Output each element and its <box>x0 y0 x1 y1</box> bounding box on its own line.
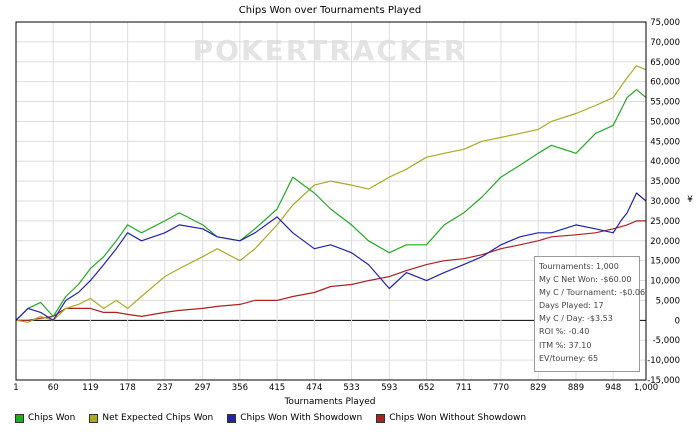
series-line-chips-won-with-showdown <box>15 192 647 321</box>
series-line-chips-won-without-showdown <box>16 220 646 321</box>
x-tick-label: 178 <box>120 383 136 393</box>
legend-label: Chips Won <box>28 413 76 423</box>
y-tick-label: 20,000 <box>650 237 680 247</box>
stat-days-played: Days Played: 17 <box>539 301 604 311</box>
series-line-chips-won <box>15 88 647 321</box>
x-tick-label: 770 <box>493 383 509 393</box>
y-tick-label: 0 <box>675 316 680 326</box>
chart-title: Chips Won over Tournaments Played <box>239 5 421 16</box>
y-tick-label: 10,000 <box>650 277 680 287</box>
legend-swatch <box>15 413 24 423</box>
x-tick-label: 1,000 <box>634 383 658 393</box>
x-tick-label: 889 <box>568 383 584 393</box>
x-tick-label: 652 <box>418 383 434 393</box>
y-tick-label: 50,000 <box>650 117 680 127</box>
y-tick-label: 5,000 <box>656 296 680 306</box>
x-tick-label: 533 <box>343 383 359 393</box>
x-tick-label: 356 <box>232 383 248 393</box>
x-tick-label: 415 <box>269 383 285 393</box>
x-tick-label: 593 <box>381 383 397 393</box>
y-tick-label: -5,000 <box>653 336 680 346</box>
stats-box: Tournaments: 1,000 My C Net Won: -$60.00… <box>534 256 646 372</box>
x-axis-label: Tournaments Played <box>283 397 375 407</box>
x-tick-label: 711 <box>456 383 472 393</box>
y-tick-label: 45,000 <box>650 137 680 147</box>
y-tick-label: 60,000 <box>650 78 680 88</box>
x-tick-label: 60 <box>48 383 59 393</box>
stat-tournaments: Tournaments: 1,000 <box>539 262 619 271</box>
x-tick-label: 1 <box>13 383 18 393</box>
x-tick-label: 237 <box>157 383 173 393</box>
y-tick-label: 65,000 <box>650 58 680 68</box>
chips-won-chart: Chips Won over Tournaments Played POKERT… <box>13 5 693 407</box>
y-tick-label: -10,000 <box>647 356 680 366</box>
stat-itm: ITM %: 37.10 <box>539 340 592 350</box>
y-axis-unit-symbol: ¥ <box>687 195 693 205</box>
y-tick-label: 40,000 <box>650 157 680 167</box>
x-tick-label: 948 <box>605 383 621 393</box>
legend-item-with-showdown: Chips Won With Showdown <box>227 410 362 426</box>
y-tick-label: 30,000 <box>650 197 680 207</box>
x-tick-label: 119 <box>82 383 98 393</box>
legend-swatch <box>89 413 99 423</box>
stat-ev-tourney: EV/tourney: 65 <box>539 353 599 363</box>
stat-roi: ROI %: -0.40 <box>539 327 590 337</box>
legend-item-chips-won: Chips Won <box>15 410 75 426</box>
y-tick-label: 55,000 <box>650 98 680 108</box>
y-tick-label: 25,000 <box>650 217 680 227</box>
stat-per-tournament: My C / Tournament: -$0.06 <box>539 288 646 298</box>
x-tick-label: 829 <box>530 383 546 393</box>
y-tick-label: 75,000 <box>650 18 680 28</box>
series-line-net-expected-chips-won <box>15 65 647 323</box>
legend-swatch <box>227 413 237 423</box>
series-lines <box>15 65 647 323</box>
legend-swatch <box>376 413 386 423</box>
stat-net-won: My C Net Won: -$60.00 <box>539 275 632 285</box>
x-tick-label: 297 <box>195 383 211 393</box>
plot-area-border <box>15 21 647 381</box>
legend-item-net-expected: Net Expected Chips Won <box>89 410 213 426</box>
chart-legend: Chips Won Net Expected Chips Won Chips W… <box>15 410 526 426</box>
x-tick-label: 474 <box>306 383 322 393</box>
y-axis-ticks: 75,000 70,000 65,000 60,000 55,000 50,000 45,0… <box>647 18 680 386</box>
x-axis-ticks: 1 60 119 178 237 297 356 415 474 533 593 652 711 770 8… <box>13 383 658 393</box>
y-tick-label: -15,000 <box>647 376 680 386</box>
legend-label: Net Expected Chips Won <box>102 413 214 423</box>
legend-label: Chips Won With Showdown <box>240 413 363 423</box>
legend-item-without-showdown: Chips Won Without Showdown <box>376 410 526 426</box>
y-tick-label: 15,000 <box>650 257 680 267</box>
y-tick-label: 70,000 <box>650 38 680 48</box>
legend-label: Chips Won Without Showdown <box>389 413 527 423</box>
stat-per-day: My C / Day: -$3.53 <box>539 314 613 324</box>
y-tick-label: 35,000 <box>650 177 680 187</box>
